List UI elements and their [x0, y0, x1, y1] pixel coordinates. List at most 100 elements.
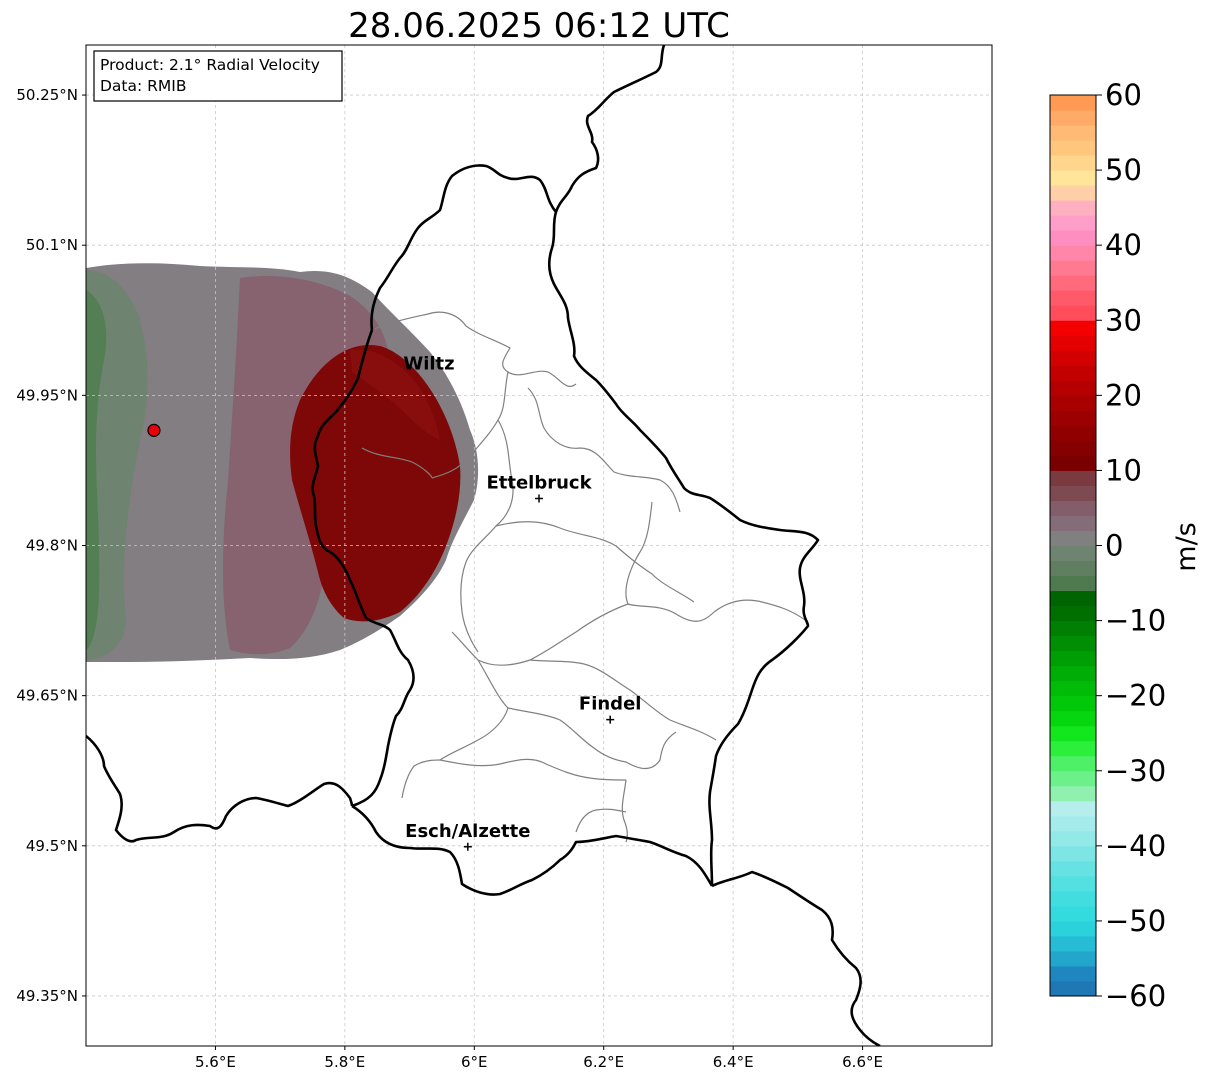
colorbar-band — [1050, 620, 1096, 637]
info-data-text: Data: RMIB — [100, 77, 187, 95]
canton-line — [439, 758, 627, 781]
colorbar-ticks: 60 50 40 30 20 10 0 −10 −20 −30 −40 −50 −60 — [1096, 78, 1166, 1013]
colorbar-band — [1050, 710, 1096, 727]
y-tick-label: 49.95°N — [16, 386, 78, 404]
canton-line — [361, 447, 433, 479]
x-tick-label: 5.8°E — [324, 1053, 365, 1071]
colorbar-band — [1050, 845, 1096, 862]
colorbar-band — [1050, 440, 1096, 456]
colorbar-band — [1050, 950, 1096, 967]
canton-line — [507, 707, 677, 770]
y-tick-label: 49.65°N — [16, 687, 78, 705]
colorbar-band — [1050, 545, 1096, 562]
city-label: Wiltz — [403, 353, 454, 374]
canton-line — [401, 759, 441, 799]
colorbar-band — [1050, 515, 1096, 531]
colorbar-band — [1050, 365, 1096, 381]
colorbar-band — [1050, 800, 1096, 817]
colorbar-bands — [1050, 95, 1096, 997]
colorbar-band — [1050, 350, 1096, 366]
colorbar-band — [1050, 695, 1096, 712]
colorbar-band — [1050, 305, 1096, 321]
colorbar-band — [1050, 335, 1096, 351]
colorbar-tick-label: 50 — [1105, 153, 1142, 187]
y-tick-label: 49.8°N — [26, 537, 78, 555]
colorbar-band — [1050, 245, 1096, 261]
colorbar-band — [1050, 815, 1096, 832]
colorbar-band — [1050, 320, 1096, 336]
colorbar-band — [1050, 935, 1096, 952]
canton-line — [575, 808, 627, 833]
colorbar-band — [1050, 140, 1096, 156]
colorbar-band — [1050, 650, 1096, 667]
info-product-text: Product: 2.1° Radial Velocity — [100, 56, 320, 74]
echo-west-darkgreen — [86, 290, 107, 650]
city-marker — [535, 494, 543, 503]
colorbar-band — [1050, 725, 1096, 742]
colorbar-tick-label: 10 — [1105, 453, 1142, 487]
colorbar-band — [1050, 740, 1096, 757]
x-tick-label: 6.2°E — [583, 1053, 624, 1071]
colorbar-band — [1050, 290, 1096, 306]
colorbar-band — [1050, 980, 1096, 997]
colorbar-band — [1050, 575, 1096, 592]
country-borders — [86, 45, 881, 1046]
colorbar-band — [1050, 95, 1096, 111]
border-lux-west — [547, 45, 820, 887]
colorbar-band — [1050, 905, 1096, 922]
colorbar-tick-label: −40 — [1105, 829, 1166, 863]
city-label: Findel — [579, 694, 642, 715]
x-tick-label: 6.4°E — [713, 1053, 754, 1071]
y-tick-label: 50.25°N — [16, 86, 78, 104]
colorbar-band — [1050, 680, 1096, 697]
x-tick-label: 6°E — [461, 1053, 488, 1071]
border-fr-be — [86, 734, 354, 843]
y-tick-label: 50.1°N — [26, 236, 78, 254]
radar-site-marker — [147, 423, 161, 437]
colorbar-tick-label: 60 — [1105, 78, 1142, 112]
colorbar-label: m/s — [1171, 522, 1202, 571]
canton-line — [527, 387, 681, 513]
info-box-frame — [93, 50, 343, 102]
product-info-box: Product: 2.1° Radial Velocity Data: RMIB — [93, 50, 343, 102]
canton-line — [713, 599, 809, 623]
canton-line — [460, 419, 514, 653]
city-label: Esch/Alzette — [405, 821, 530, 842]
x-tick-label: 6.6°E — [842, 1053, 883, 1071]
colorbar-tick-label: −30 — [1105, 754, 1166, 788]
colorbar-band — [1050, 200, 1096, 216]
colorbar-band — [1050, 275, 1096, 291]
colorbar-band — [1050, 215, 1096, 231]
map-content: Wiltz Ettelbruck Findel Esch/Alzette — [86, 45, 992, 1046]
colorbar-band — [1050, 830, 1096, 847]
canton-line — [431, 371, 509, 479]
colorbar-tick-label: 20 — [1105, 378, 1142, 412]
y-axis-ticks: 50.25°N 50.1°N 49.95°N 49.8°N 49.65°N 49.5°N 4… — [16, 86, 86, 1005]
colorbar-band — [1050, 605, 1096, 622]
colorbar-band — [1050, 890, 1096, 907]
x-tick-label: 5.6°E — [195, 1053, 236, 1071]
colorbar-band — [1050, 170, 1096, 186]
colorbar-band — [1050, 635, 1096, 652]
colorbar-band — [1050, 425, 1096, 441]
colorbar-band — [1050, 500, 1096, 516]
canton-line — [439, 659, 509, 761]
colorbar-tick-label: −50 — [1105, 904, 1166, 938]
city-label: Ettelbruck — [486, 472, 592, 493]
colorbar-tick-label: 0 — [1105, 529, 1123, 563]
city-marker — [463, 842, 472, 851]
canton-line — [529, 659, 717, 741]
colorbar-band — [1050, 110, 1096, 126]
colorbar-tick-label: 40 — [1105, 228, 1142, 262]
colorbar-band — [1050, 875, 1096, 892]
colorbar-band — [1050, 395, 1096, 411]
border-lux-south — [351, 804, 714, 896]
canton-boundaries — [361, 311, 809, 843]
colorbar-band — [1050, 455, 1096, 471]
colorbar-band — [1050, 230, 1096, 246]
colorbar-band — [1050, 485, 1096, 501]
colorbar-band — [1050, 860, 1096, 877]
colorbar: 60 50 40 30 20 10 0 −10 −20 −30 −40 −50 −60 m/s — [1049, 78, 1202, 1013]
colorbar-band — [1050, 665, 1096, 682]
